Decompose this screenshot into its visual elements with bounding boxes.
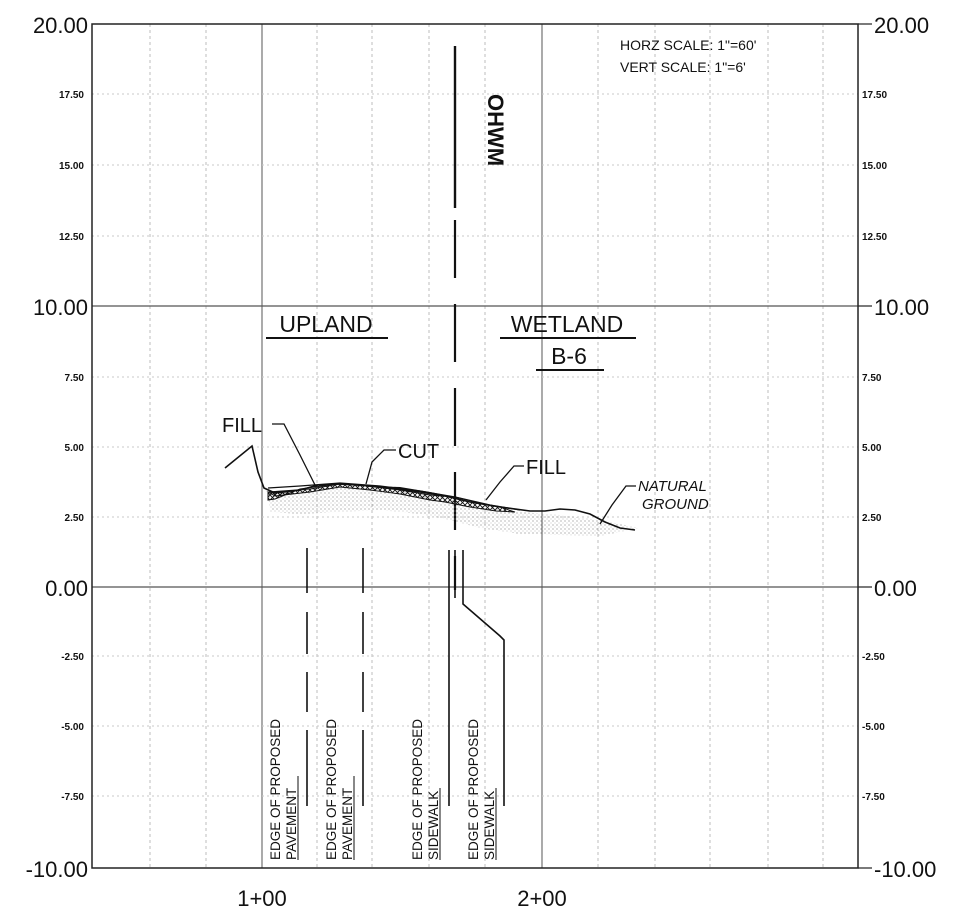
y-label-right-7-5: 7.50 (862, 373, 882, 384)
station-label-2-00: 2+00 (517, 886, 567, 911)
edge-label-1: EDGE OF PROPOSED PAVEMENT (268, 719, 299, 860)
y-label-left-neg-2-5: -2.50 (61, 652, 84, 663)
y-label-right-2-5: 2.50 (862, 513, 882, 524)
left-axis-labels: 20.00 17.50 15.00 12.50 10.00 7.50 5.00 … (26, 13, 88, 882)
ground-profile (224, 444, 640, 536)
right-axis-labels: 20.00 17.50 15.00 12.50 10.00 7.50 5.00 … (862, 13, 936, 882)
fill-left-leader (272, 423, 317, 488)
y-label-right-10: 10.00 (874, 295, 929, 320)
svg-text:PAVEMENT: PAVEMENT (340, 788, 355, 860)
cut-leader (365, 449, 396, 485)
svg-text:EDGE OF PROPOSED: EDGE OF PROPOSED (268, 719, 283, 860)
y-label-right-20: 20.00 (874, 13, 929, 38)
svg-text:EDGE OF PROPOSED: EDGE OF PROPOSED (410, 719, 425, 860)
svg-text:EDGE OF PROPOSED: EDGE OF PROPOSED (324, 719, 339, 860)
edge-marker-lines (306, 548, 505, 806)
horizontal-grid (92, 93, 858, 797)
edge-label-3: EDGE OF PROPOSED SIDEWALK (410, 719, 441, 860)
y-label-left-20: 20.00 (33, 13, 88, 38)
upland-label: UPLAND (279, 311, 372, 337)
y-label-left-neg-10: -10.00 (26, 857, 88, 882)
proposed-grade-line (267, 482, 521, 511)
y-label-right-neg-7-5: -7.50 (862, 792, 885, 803)
fill-right-leader (485, 465, 524, 501)
edge-label-2: EDGE OF PROPOSED PAVEMENT (324, 719, 355, 860)
y-label-left-5: 5.00 (65, 443, 85, 454)
y-label-right-5: 5.00 (862, 443, 882, 454)
svg-text:EDGE OF PROPOSED: EDGE OF PROPOSED (466, 719, 481, 860)
horizontal-scale-note: HORZ SCALE: 1"=60' (620, 37, 756, 53)
natural-ground-shading (268, 484, 640, 536)
y-label-left-2-5: 2.50 (65, 513, 85, 524)
y-label-left-7-5: 7.50 (65, 373, 85, 384)
y-label-left-neg-5: -5.00 (61, 722, 84, 733)
cut-label: CUT (398, 441, 439, 463)
edge-label-4: EDGE OF PROPOSED SIDEWALK (466, 719, 497, 860)
svg-text:SIDEWALK: SIDEWALK (426, 791, 441, 860)
natural-ground-leader (599, 485, 636, 525)
wetland-id-label: B-6 (551, 343, 587, 369)
y-label-right-neg-5: -5.00 (862, 722, 885, 733)
svg-text:PAVEMENT: PAVEMENT (284, 788, 299, 860)
fill-label-left: FILL (222, 415, 262, 437)
natural-ground-label-2: GROUND (642, 496, 709, 513)
y-label-left-17-5: 17.50 (59, 90, 84, 101)
y-label-left-10: 10.00 (33, 295, 88, 320)
natural-ground-label-1: NATURAL (638, 478, 707, 495)
fill-label-right: FILL (526, 457, 566, 479)
wetland-label: WETLAND (511, 311, 623, 337)
y-label-left-15: 15.00 (59, 161, 84, 172)
vertical-scale-note: VERT SCALE: 1"=6' (620, 59, 746, 75)
y-label-right-15: 15.00 (862, 161, 887, 172)
y-label-right-neg-2-5: -2.50 (862, 652, 885, 663)
y-label-right-0: 0.00 (874, 576, 917, 601)
station-label-1-00: 1+00 (237, 886, 287, 911)
y-label-right-17-5: 17.50 (862, 90, 887, 101)
svg-text:SIDEWALK: SIDEWALK (482, 791, 497, 860)
y-label-right-12-5: 12.50 (862, 232, 887, 243)
ohwm-label: OHWM (483, 94, 508, 166)
y-label-left-12-5: 12.50 (59, 232, 84, 243)
y-label-left-neg-7-5: -7.50 (61, 792, 84, 803)
y-label-left-0: 0.00 (45, 576, 88, 601)
natural-ground-line (224, 444, 636, 531)
drawing-frame (91, 23, 859, 869)
y-label-right-neg-10: -10.00 (874, 857, 936, 882)
